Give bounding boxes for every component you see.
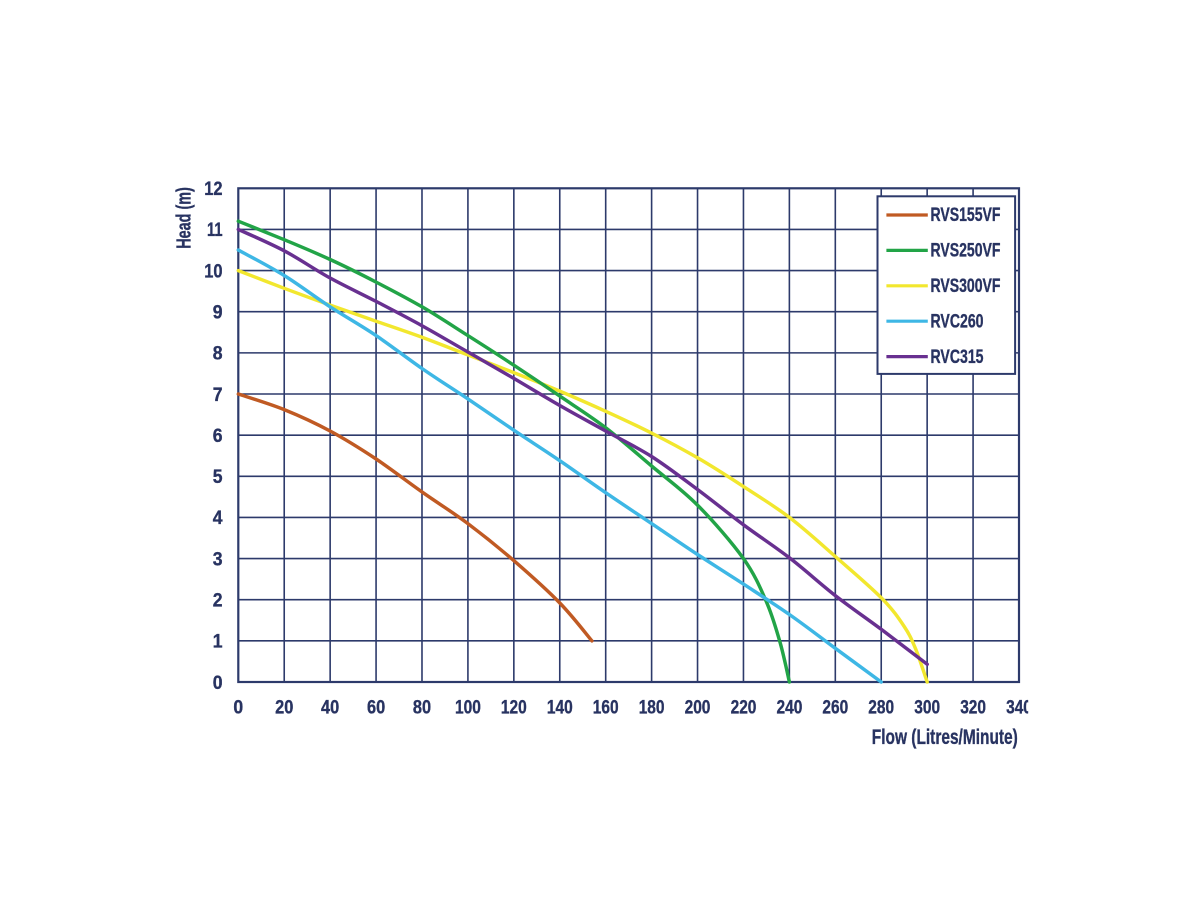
svg-text:3: 3 bbox=[213, 549, 223, 570]
svg-text:280: 280 bbox=[868, 698, 894, 719]
svg-text:1: 1 bbox=[213, 632, 223, 653]
svg-text:120: 120 bbox=[501, 698, 527, 719]
svg-text:160: 160 bbox=[593, 698, 619, 719]
svg-text:260: 260 bbox=[822, 698, 848, 719]
svg-text:Head (m): Head (m) bbox=[174, 187, 196, 249]
svg-text:300: 300 bbox=[914, 698, 940, 719]
svg-text:220: 220 bbox=[731, 698, 757, 719]
svg-text:340: 340 bbox=[1006, 698, 1032, 719]
svg-text:8: 8 bbox=[213, 344, 223, 365]
svg-text:10: 10 bbox=[204, 261, 222, 282]
svg-text:11: 11 bbox=[207, 220, 223, 241]
svg-text:RVS250VF: RVS250VF bbox=[931, 241, 1001, 262]
svg-text:RVC260: RVC260 bbox=[931, 311, 984, 332]
svg-text:60: 60 bbox=[367, 698, 385, 719]
svg-text:40: 40 bbox=[321, 698, 339, 719]
svg-text:7: 7 bbox=[213, 385, 223, 406]
svg-text:RVS300VF: RVS300VF bbox=[931, 276, 1001, 297]
svg-text:0: 0 bbox=[213, 673, 223, 694]
svg-text:240: 240 bbox=[777, 698, 803, 719]
svg-text:320: 320 bbox=[960, 698, 986, 719]
svg-text:2: 2 bbox=[213, 591, 223, 612]
svg-text:80: 80 bbox=[413, 698, 431, 719]
svg-text:4: 4 bbox=[213, 508, 223, 529]
svg-text:9: 9 bbox=[213, 303, 223, 324]
svg-text:0: 0 bbox=[233, 698, 243, 719]
svg-text:6: 6 bbox=[213, 426, 223, 447]
svg-text:Flow (Litres/Minute): Flow (Litres/Minute) bbox=[872, 726, 1018, 749]
svg-text:RVC315: RVC315 bbox=[931, 347, 984, 368]
svg-text:140: 140 bbox=[547, 698, 573, 719]
svg-text:RVS155VF: RVS155VF bbox=[931, 205, 1001, 226]
svg-text:100: 100 bbox=[455, 698, 481, 719]
svg-text:200: 200 bbox=[685, 698, 711, 719]
svg-text:180: 180 bbox=[639, 698, 665, 719]
svg-text:12: 12 bbox=[204, 179, 222, 200]
svg-text:5: 5 bbox=[213, 467, 223, 488]
svg-text:20: 20 bbox=[275, 698, 293, 719]
